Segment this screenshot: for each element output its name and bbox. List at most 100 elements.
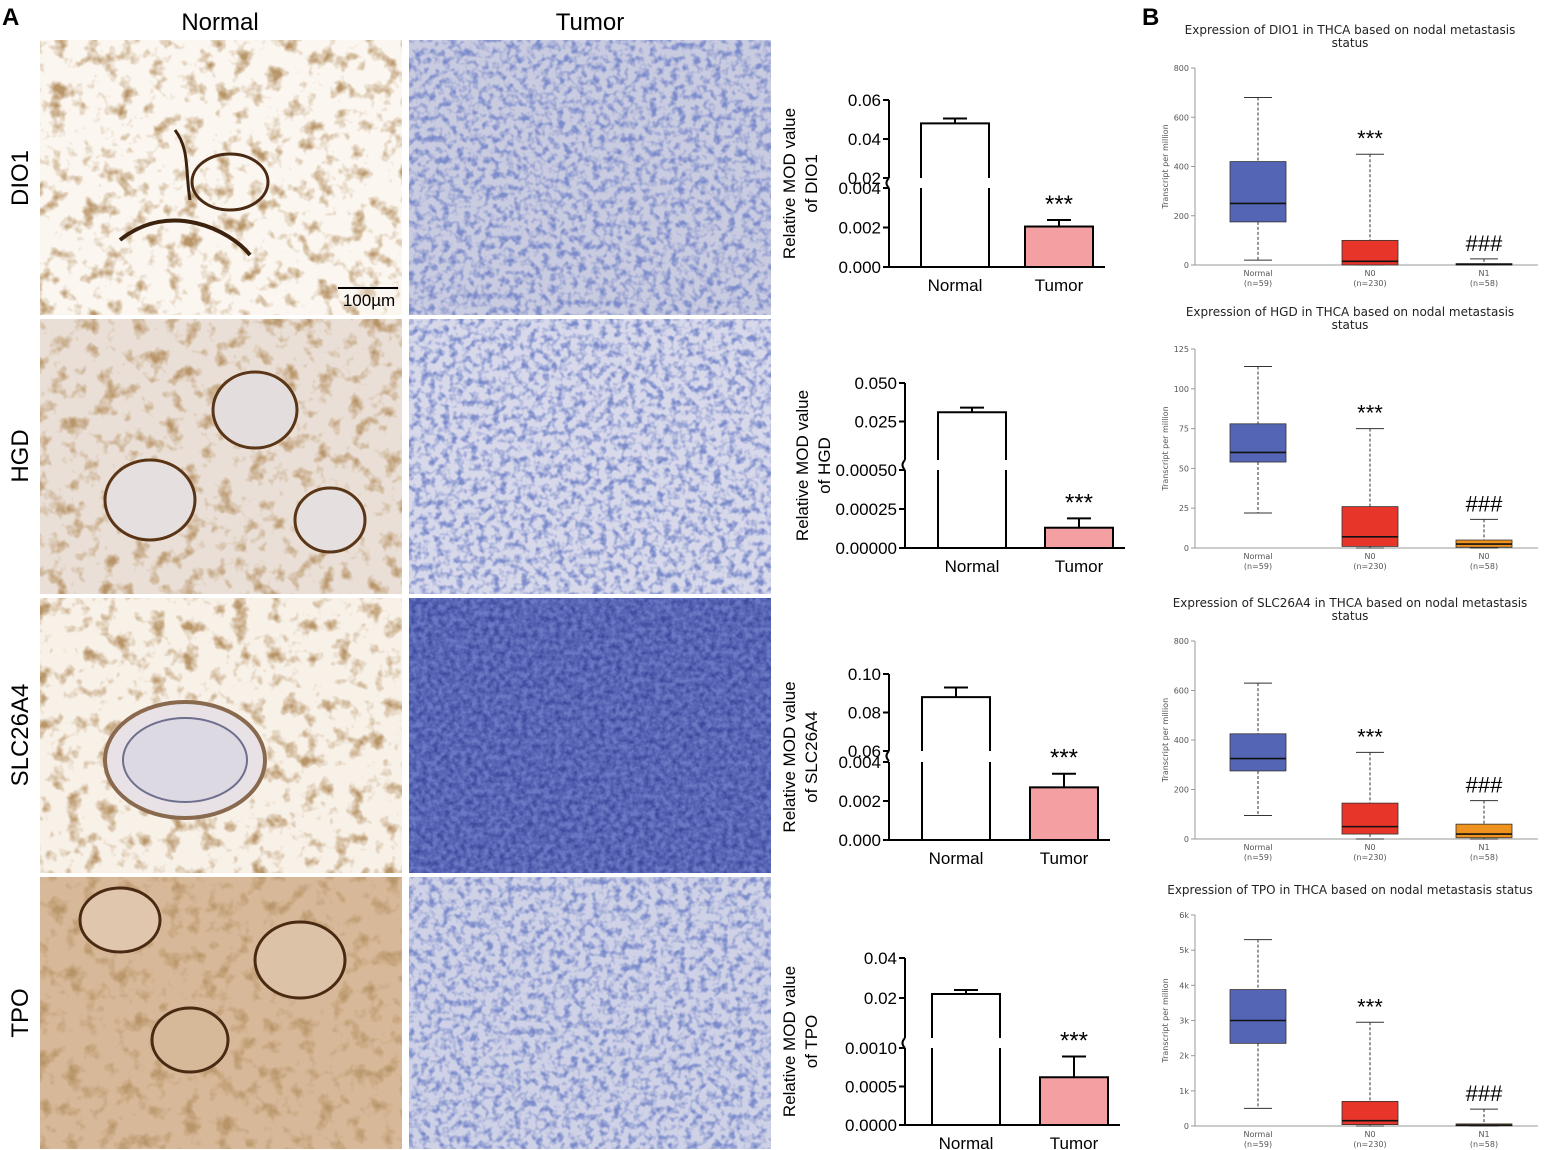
y-tick-label: 6k [1179,911,1189,920]
row-label-dio1: DIO1 [7,150,34,206]
y-tick-label-lower: 0.00000 [836,539,897,558]
y-tick-label: 0 [1184,1122,1189,1131]
x-tick-label-tumor: Tumor [1055,557,1104,576]
panel-label-a: A [2,4,19,31]
box-n1 [1455,823,1513,839]
ihc-image-slc26a4-normal [40,598,402,873]
y-tick-label: 0 [1184,835,1189,844]
y-axis-label: of HGD [815,437,834,494]
y-axis-label: Transcript per million [1161,406,1170,491]
box-plots: Expression of DIO1 in THCA based on noda… [1161,23,1538,1149]
y-tick-label: 0 [1184,261,1189,270]
box-plot-1: Expression of DIO1 in THCA based on noda… [1161,23,1538,288]
group-count: (n=58) [1470,279,1498,288]
y-tick-label-lower: 0.000 [838,831,881,850]
bar-normal-upper [937,411,1007,460]
group-count: (n=59) [1244,562,1272,571]
y-tick-label-upper: 0.04 [864,949,897,968]
y-tick-label: 400 [1174,163,1189,172]
y-axis-label: Relative MOD value [780,966,799,1117]
y-tick-label: 600 [1174,113,1189,122]
box-plot-2: Expression of HGD in THCA based on nodal… [1161,305,1538,571]
group-label: N0 [1478,552,1489,561]
ihc-image-dio1-tumor [409,40,771,315]
x-tick-label-tumor: Tumor [1035,276,1084,295]
bar-normal-lower [937,470,1007,548]
ihc-image-hgd-normal [40,319,402,594]
y-tick-label: 100 [1174,385,1189,394]
group-count: (n=58) [1470,562,1498,571]
group-count: (n=230) [1353,562,1386,571]
plot-title: Expression of HGD in THCA based on nodal… [1186,305,1514,319]
group-label: Normal [1244,269,1273,278]
bar-charts: 0.000 0.002 0.004 0.02 0.04 0.06 *** Normal Tumo… [780,91,1125,1150]
group-label: N1 [1478,843,1489,852]
x-tick-label-normal: Normal [939,1134,994,1150]
row-label-hgd: HGD [7,429,34,482]
plot-title: status [1332,609,1369,623]
bar-normal-upper [921,696,991,751]
significance-marker: *** [1045,191,1073,218]
y-tick-label-upper: 0.06 [848,91,881,110]
y-tick-label: 200 [1174,786,1189,795]
box-n0 [1341,802,1399,835]
y-tick-label-upper: 0.050 [854,374,897,393]
column-header-tumor: Tumor [556,9,624,36]
y-axis-label: Relative MOD value [780,108,799,259]
y-tick-label: 0 [1184,544,1189,553]
significance-marker: ### [1466,773,1503,798]
group-label: N0 [1364,552,1375,561]
y-tick-label-upper: 0.02 [864,989,897,1008]
y-tick-label: 2k [1179,1052,1189,1061]
y-tick-label-lower: 0.002 [838,219,881,238]
group-label: N0 [1364,1130,1375,1139]
bar-normal-upper [931,993,1001,1038]
significance-marker: *** [1065,489,1093,516]
group-label: Normal [1244,1130,1273,1139]
y-tick-label: 3k [1179,1017,1189,1026]
x-tick-label-tumor: Tumor [1040,849,1089,868]
panel-label-b: B [1142,4,1159,31]
significance-marker: *** [1060,1027,1088,1054]
axis-break-mark [901,459,906,471]
row-label-slc26a4: SLC26A4 [7,684,34,787]
ihc-image-slc26a4-tumor [409,598,771,873]
x-tick-label-tumor: Tumor [1050,1134,1099,1150]
y-tick-label: 25 [1179,504,1189,513]
bar-normal-upper [920,122,990,178]
box-normal [1229,423,1287,463]
row-label-tpo: TPO [7,988,34,1037]
y-tick-label: 200 [1174,212,1189,221]
y-tick-label-lower: 0.0005 [845,1078,897,1097]
significance-marker: ### [1466,491,1503,516]
y-tick-label: 800 [1174,637,1189,646]
box-plot-4: Expression of TPO in THCA based on nodal… [1161,883,1538,1149]
y-tick-label-lower: 0.004 [838,179,881,198]
column-header-normal: Normal [181,9,258,36]
y-axis-label: Transcript per million [1161,124,1170,209]
group-label: Normal [1244,552,1273,561]
y-tick-label: 5k [1179,946,1189,955]
ihc-image-tpo-tumor [409,877,771,1149]
bar-chart-hgd: 0.00000 0.00025 0.00050 0.025 0.050 *** Normal… [793,374,1125,576]
y-axis-label: Transcript per million [1161,978,1170,1063]
y-tick-label-lower: 0.002 [838,792,881,811]
group-label: N0 [1364,843,1375,852]
plot-title: status [1332,36,1369,50]
ihc-image-tpo-normal [40,877,402,1149]
y-axis-label: Transcript per million [1161,698,1170,783]
y-axis-label: Relative MOD value [780,681,799,832]
y-tick-label: 400 [1174,736,1189,745]
plot-title: Expression of SLC26A4 in THCA based on n… [1173,596,1528,610]
plot-title: status [1332,318,1369,332]
y-axis-label: of DIO1 [802,154,821,213]
x-tick-label-normal: Normal [929,849,984,868]
plot-title: Expression of TPO in THCA based on nodal… [1167,883,1533,897]
bar-tumor [1024,225,1094,268]
significance-marker: *** [1357,401,1383,426]
scale-bar-label: 100µm [343,291,395,310]
x-tick-label-normal: Normal [945,557,1000,576]
